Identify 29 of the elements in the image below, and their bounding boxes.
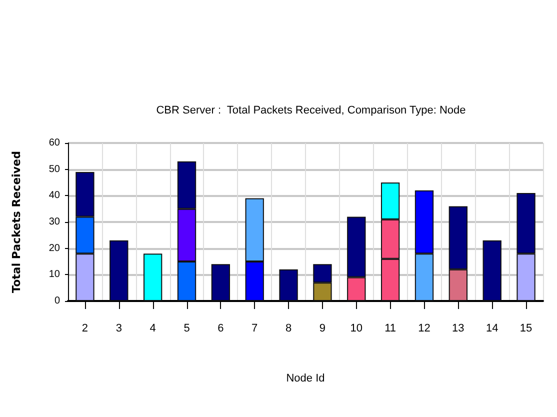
y-tick-label: 20 — [48, 242, 60, 254]
y-tick-label: 10 — [48, 269, 60, 280]
y-tick-label: 50 — [48, 164, 60, 175]
x-tick-label: 13 — [452, 322, 464, 334]
bar — [211, 264, 230, 301]
bar — [143, 254, 162, 301]
x-tick-label: 15 — [520, 322, 532, 334]
x-tick-label: 5 — [184, 322, 190, 334]
bar — [482, 240, 502, 301]
y-tick-label: 30 — [48, 216, 60, 228]
bar — [279, 269, 298, 301]
x-tick-label: 10 — [350, 322, 363, 334]
x-tick-label: 7 — [252, 322, 258, 334]
y-tick-label: 40 — [48, 190, 60, 202]
x-axis-title: Node Id — [286, 372, 325, 384]
bar — [110, 240, 128, 301]
x-tick-label: 12 — [418, 322, 430, 334]
x-tick-label: 9 — [319, 322, 326, 334]
x-tick-label: 4 — [150, 322, 156, 334]
x-tick-label: 11 — [384, 322, 396, 334]
y-axis-title: Total Packets Received — [10, 151, 23, 293]
x-tick-label: 3 — [116, 322, 122, 334]
x-tick-label: 2 — [82, 322, 88, 334]
x-tick-label: 6 — [218, 322, 224, 334]
y-tick-label: 60 — [48, 138, 60, 148]
x-tick-label: 8 — [285, 322, 292, 334]
x-tick-label: 14 — [486, 322, 498, 334]
chart-title: CBR Server : Total Packets Received, Comparison Type: Node — [156, 104, 466, 116]
y-tick-label: 0 — [54, 296, 60, 306]
